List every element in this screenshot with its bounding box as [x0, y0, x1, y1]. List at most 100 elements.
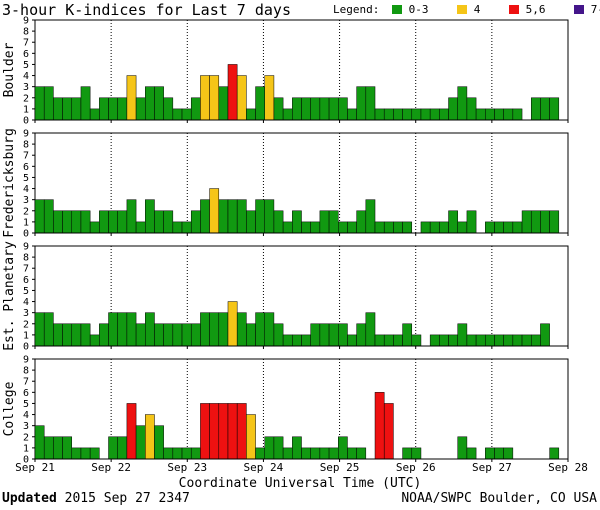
- k-index-bar: [338, 323, 348, 347]
- legend-item-5-6: 5,6: [487, 3, 552, 16]
- legend-swatch-0-3: [391, 5, 402, 14]
- k-index-bar: [301, 221, 311, 234]
- y-tick-label: 4: [23, 71, 29, 82]
- k-index-bar: [62, 323, 73, 347]
- k-index-bar: [540, 210, 550, 234]
- k-index-bar: [181, 447, 192, 460]
- y-tick-label: 9: [23, 129, 29, 140]
- k-index-bar: [99, 210, 109, 234]
- k-index-bar: [282, 447, 293, 460]
- k-index-bar: [209, 75, 220, 121]
- y-tick-label: 2: [23, 432, 29, 443]
- k-index-bar: [89, 108, 100, 121]
- y-tick-label: 9: [23, 242, 29, 253]
- y-tick-label: 7: [23, 151, 29, 162]
- k-index-bar: [218, 312, 229, 347]
- k-index-bar: [475, 108, 486, 121]
- y-tick-label: 7: [23, 38, 29, 49]
- k-index-bar: [190, 323, 201, 347]
- k-index-bar: [43, 312, 54, 347]
- k-index-bar: [319, 447, 330, 460]
- y-tick-label: 6: [23, 275, 29, 286]
- k-index-bar: [135, 323, 146, 347]
- legend-text-7-9: 7-9: [590, 3, 600, 16]
- k-index-bar: [494, 447, 504, 460]
- x-tick-label: Sep 28: [548, 461, 588, 474]
- k-index-bar: [108, 210, 118, 234]
- k-index-bar: [246, 108, 256, 121]
- k-index-bar: [282, 334, 293, 347]
- k-index-bar: [503, 447, 514, 460]
- k-index-bar: [117, 312, 128, 347]
- k-index-bar: [34, 86, 45, 121]
- k-index-bar: [209, 403, 220, 460]
- station-label: College: [2, 381, 17, 436]
- k-index-bar: [108, 97, 118, 121]
- legend-swatch-5-6: [508, 5, 519, 14]
- k-index-bar: [347, 108, 357, 121]
- footer-updated: Updated 2015 Sep 27 2347: [2, 491, 190, 506]
- k-index-bar: [338, 436, 348, 460]
- k-index-bar: [71, 97, 82, 121]
- y-tick-label: 0: [23, 229, 29, 240]
- k-index-bar: [530, 97, 541, 121]
- y-tick-label: 0: [23, 455, 29, 466]
- k-index-bar: [383, 403, 394, 460]
- k-index-bar: [540, 323, 550, 347]
- k-index-bar: [356, 323, 367, 347]
- k-index-bar: [411, 447, 422, 460]
- k-index-bar: [264, 436, 275, 460]
- k-index-bar: [53, 436, 63, 460]
- k-index-bar: [126, 75, 137, 121]
- k-index-bar: [71, 210, 82, 234]
- k-index-bar: [494, 108, 504, 121]
- k-index-bar: [439, 221, 449, 234]
- k-index-bar: [218, 403, 229, 460]
- k-index-bar: [457, 323, 468, 347]
- k-index-bar: [200, 199, 210, 234]
- y-tick-label: 4: [23, 410, 29, 421]
- k-index-bar: [365, 86, 376, 121]
- y-tick-label: 7: [23, 377, 29, 388]
- k-index-bar: [429, 108, 440, 121]
- k-index-bar: [172, 447, 183, 460]
- k-index-bar: [282, 108, 293, 121]
- k-index-bar: [485, 221, 495, 234]
- k-index-bar: [80, 447, 91, 460]
- legend: Legend: 0-3 4 5,6 7-9: [333, 3, 600, 16]
- k-index-bar: [549, 210, 560, 234]
- k-index-bar: [365, 312, 376, 347]
- k-index-bar: [273, 97, 284, 121]
- k-index-bar: [530, 210, 541, 234]
- k-index-bar: [429, 334, 440, 347]
- legend-item-4: 4: [435, 3, 487, 16]
- k-index-bar: [62, 210, 73, 234]
- k-index-bar: [494, 334, 504, 347]
- k-index-bar: [89, 334, 100, 347]
- k-index-bar: [89, 221, 100, 234]
- k-index-bar: [448, 210, 458, 234]
- k-index-bar: [549, 97, 560, 121]
- k-index-bar: [494, 221, 504, 234]
- k-index-bar: [236, 199, 247, 234]
- k-index-bar: [227, 301, 238, 347]
- k-index-bar: [420, 221, 431, 234]
- k-index-bar: [200, 403, 210, 460]
- y-tick-label: 9: [23, 355, 29, 366]
- k-index-bar: [255, 199, 265, 234]
- k-index-bar: [530, 334, 541, 347]
- k-index-bar: [190, 210, 201, 234]
- k-index-bar: [190, 97, 201, 121]
- k-index-bar: [347, 447, 357, 460]
- k-index-bar: [255, 312, 265, 347]
- k-index-bar: [43, 86, 54, 121]
- k-index-bar: [145, 86, 155, 121]
- k-index-bar: [402, 323, 413, 347]
- k-index-bar: [503, 221, 514, 234]
- legend-text-5-6: 5,6: [525, 3, 546, 16]
- k-index-bar: [310, 323, 321, 347]
- k-index-bar: [402, 447, 413, 460]
- k-index-bar: [521, 334, 532, 347]
- k-index-bar: [181, 108, 192, 121]
- k-index-bar: [246, 414, 256, 460]
